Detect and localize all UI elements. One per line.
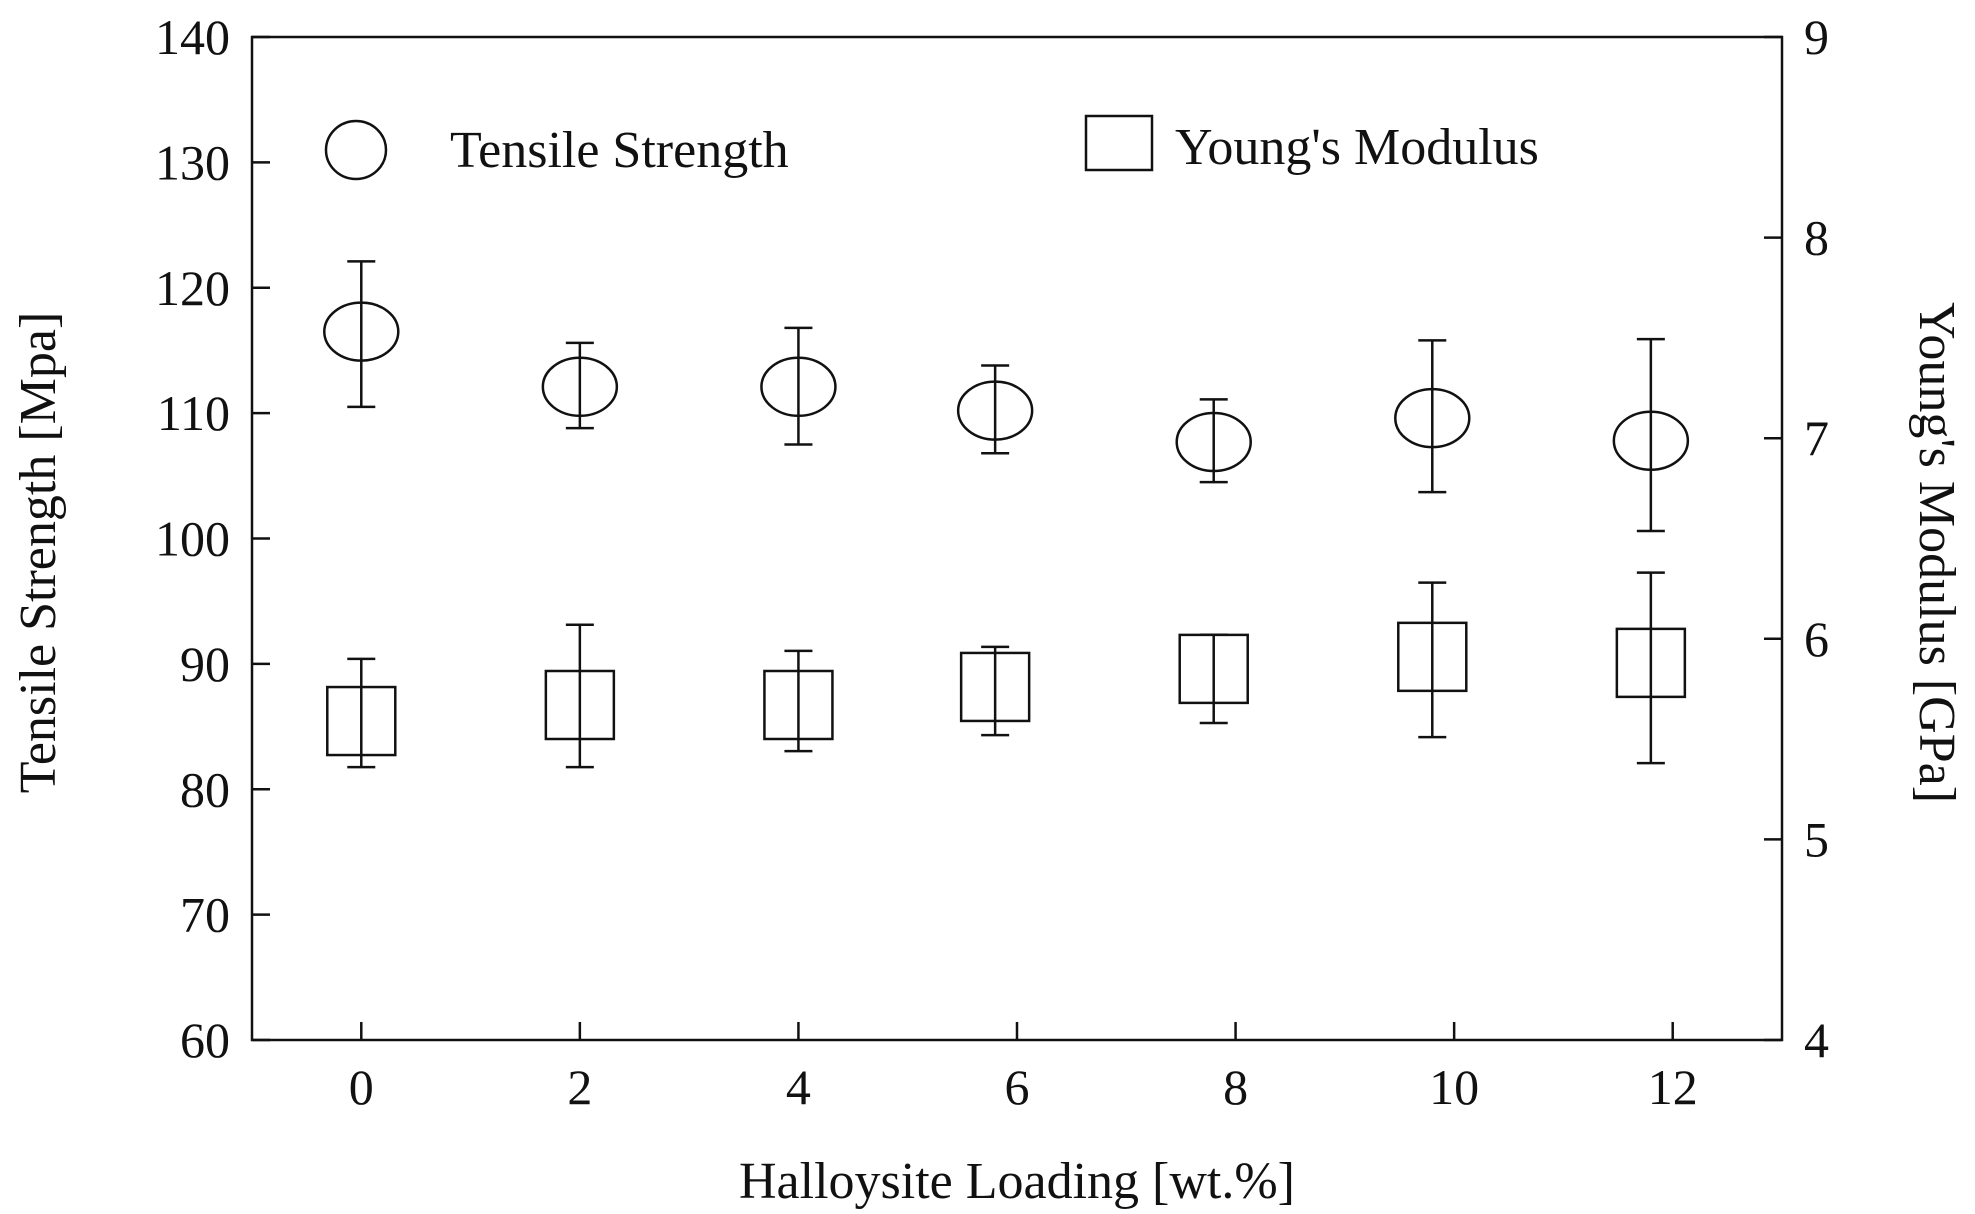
data-point-circle: [323, 301, 400, 362]
y-left-tick-label: 70: [180, 887, 230, 943]
data-point-circle: [541, 356, 619, 418]
y-left-tick-label: 140: [155, 9, 230, 65]
x-tick-label: 6: [1005, 1059, 1030, 1115]
y-right-tick-label: 9: [1804, 9, 1829, 65]
data-point-square: [544, 669, 616, 741]
y-left-tick-label: 110: [157, 385, 230, 441]
x-tick-label: 10: [1429, 1059, 1479, 1115]
series-layer: [323, 260, 1690, 769]
y-left-tick-label: 100: [155, 511, 230, 567]
x-tick-label: 4: [786, 1059, 811, 1115]
data-point-circle: [1394, 387, 1471, 449]
y-right-tick-label: 7: [1804, 410, 1829, 466]
x-tick-label: 2: [567, 1059, 592, 1115]
legend-circle-marker: [324, 119, 388, 181]
y-right-tick-label: 6: [1804, 611, 1829, 667]
data-point-circle: [1612, 410, 1690, 471]
y-left-tick-label: 90: [180, 636, 230, 692]
data-point-square: [1397, 621, 1468, 693]
y-left-tick-label: 60: [180, 1012, 230, 1068]
axis-ticks: 0 2 4 6 8 10 12 60 70 80 90 100 110 120 130 140 4 5 6 7 8 9: [155, 9, 1829, 1115]
x-axis-title: Halloysite Loading [wt.%]: [739, 1153, 1295, 1210]
y-left-tick-label: 80: [180, 761, 230, 817]
y-right-tick-label: 4: [1804, 1012, 1829, 1068]
x-tick-label: 0: [349, 1059, 374, 1115]
data-point-circle: [1175, 411, 1252, 473]
y-left-tick-label: 130: [155, 134, 230, 190]
y-axis-left-title: Tensile Strength [Mpa]: [10, 312, 67, 794]
legend-label-youngs-modulus: Young's Modulus: [1175, 119, 1539, 176]
data-point-circle: [760, 356, 837, 418]
series-youngs-modulus: [326, 571, 1687, 769]
series-tensile-strength: [323, 260, 1690, 533]
data-point-circle: [956, 380, 1034, 441]
legend-square-marker: [1084, 114, 1154, 172]
y-left-tick-label: 120: [155, 260, 230, 316]
legend: Tensile Strength Young's Modulus: [324, 114, 1539, 181]
data-point-square: [1178, 633, 1249, 705]
data-point-square: [763, 669, 834, 741]
legend-label-tensile-strength: Tensile Strength: [450, 122, 789, 179]
data-point-square: [1615, 627, 1687, 699]
plot-frame: [250, 35, 1784, 1042]
data-point-square: [326, 685, 397, 757]
y-right-tick-label: 5: [1804, 811, 1829, 867]
y-right-tick-label: 8: [1804, 210, 1829, 266]
x-tick-label: 8: [1223, 1059, 1248, 1115]
x-tick-label: 12: [1648, 1059, 1698, 1115]
y-axis-right-title: Young's Modulus [GPa]: [1908, 302, 1965, 803]
data-point-square: [959, 651, 1031, 723]
